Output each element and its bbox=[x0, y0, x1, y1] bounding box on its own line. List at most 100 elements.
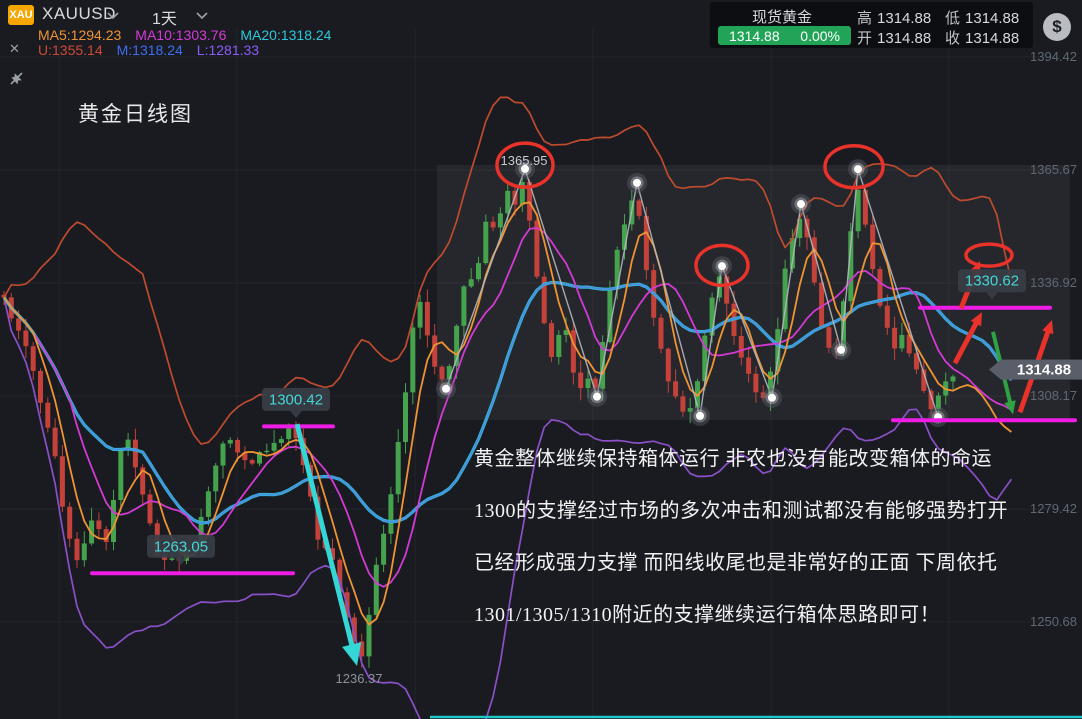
candle-body bbox=[862, 190, 868, 225]
candle-body bbox=[249, 460, 255, 464]
candle-body bbox=[921, 369, 927, 391]
commentary-line: 黄金整体继续保持箱体运行 非农也没有能改变箱体的命运 bbox=[474, 448, 992, 470]
candle-body bbox=[833, 347, 839, 349]
candle-body bbox=[278, 439, 284, 443]
candles bbox=[1, 174, 956, 668]
close-value: 1314.88 bbox=[965, 30, 1020, 47]
price-callout-text: 1300.42 bbox=[269, 391, 323, 408]
candle-body bbox=[935, 395, 941, 410]
price-callout-box bbox=[147, 534, 215, 558]
highlight-circle bbox=[964, 242, 1014, 268]
candle-body bbox=[417, 301, 423, 328]
candle-body bbox=[52, 427, 58, 457]
candle-body bbox=[950, 376, 956, 382]
candle-body bbox=[132, 439, 138, 468]
quote-panel: 现货黄金 1314.88 0.00% 高 1314.88 开 1314.88 低 13… bbox=[710, 2, 1033, 48]
ma10-value: MA10:1303.76 bbox=[135, 27, 227, 43]
candle-body bbox=[59, 456, 65, 507]
axis-label: 1336.92 bbox=[1030, 275, 1077, 290]
price-callout-pointer bbox=[175, 557, 187, 565]
ma10-line bbox=[3, 227, 1012, 588]
candle-body bbox=[359, 641, 365, 657]
instrument-name: 现货黄金 bbox=[752, 9, 813, 26]
price-callout-text: 1263.05 bbox=[154, 538, 208, 555]
price-callout-box bbox=[958, 269, 1026, 293]
candle-body bbox=[768, 371, 773, 399]
candle-body bbox=[519, 182, 525, 205]
candle-body bbox=[870, 224, 876, 270]
candle-body bbox=[23, 330, 29, 347]
open-value: 1314.88 bbox=[877, 30, 932, 47]
candle-body bbox=[461, 286, 467, 326]
zigzag-dot bbox=[593, 392, 601, 401]
axis-label: 1250.68 bbox=[1030, 614, 1077, 629]
candle-body bbox=[476, 263, 481, 280]
dollar-icon[interactable]: $ bbox=[1043, 13, 1071, 41]
candle-body bbox=[424, 301, 430, 336]
zigzag-dot bbox=[797, 200, 805, 209]
boll-lower-line bbox=[3, 297, 1013, 719]
candle-body bbox=[753, 373, 759, 393]
ma-legend: MA5:1294.23 MA10:1303.76 MA20:1318.24 bbox=[38, 27, 345, 43]
close-indicator-icon[interactable]: ✕ bbox=[9, 41, 20, 56]
highlight-circle bbox=[495, 141, 555, 189]
symbol-selector[interactable]: XAUUSD bbox=[42, 4, 116, 23]
candle-body bbox=[446, 366, 452, 380]
low-value: 1314.88 bbox=[965, 10, 1020, 27]
candle-body bbox=[118, 449, 124, 500]
candle-body bbox=[892, 327, 898, 349]
candle-body bbox=[549, 323, 554, 358]
interval-selector[interactable]: 1天 bbox=[152, 11, 177, 28]
trend-arrow bbox=[294, 423, 357, 654]
candle-body bbox=[687, 408, 693, 412]
candle-body bbox=[738, 336, 744, 358]
candle-body bbox=[614, 249, 620, 290]
candle-body bbox=[789, 238, 795, 269]
axis-label: 1308.17 bbox=[1030, 388, 1077, 403]
candle-body bbox=[928, 390, 934, 410]
candle-body bbox=[381, 533, 387, 565]
commentary-line: 1301/1305/1310附近的支撑继续运行箱体思路即可！ bbox=[474, 604, 941, 626]
candle-body bbox=[220, 443, 226, 466]
candle-body bbox=[665, 348, 671, 382]
candle-body bbox=[140, 467, 146, 495]
candle-body bbox=[242, 452, 248, 461]
trend-arrow-head bbox=[1042, 319, 1054, 335]
price-callout-text: 1330.62 bbox=[965, 273, 1019, 290]
candle-body bbox=[286, 428, 292, 440]
zigzag-dot bbox=[696, 411, 704, 420]
candle-body bbox=[16, 318, 22, 331]
chevron-down-icon[interactable] bbox=[196, 12, 208, 20]
current-price-text: 1314.88 bbox=[1017, 362, 1071, 379]
candle-body bbox=[395, 442, 401, 495]
candle-body bbox=[490, 221, 496, 228]
candle-body bbox=[811, 237, 817, 283]
candle-body bbox=[782, 268, 788, 330]
candle-body bbox=[607, 289, 613, 343]
trend-arrow-head bbox=[342, 642, 362, 666]
candle-body bbox=[257, 452, 262, 464]
candle-body bbox=[213, 465, 219, 492]
candle-body bbox=[534, 220, 540, 277]
collapse-icon[interactable] bbox=[8, 71, 26, 89]
chevron-down-icon[interactable] bbox=[107, 12, 119, 20]
highlight-circle bbox=[823, 143, 885, 190]
highlight-circle bbox=[694, 243, 750, 288]
zigzag-dot bbox=[854, 165, 862, 174]
candle-body bbox=[826, 327, 832, 348]
candle-body bbox=[432, 335, 438, 367]
boll-legend: U:1355.14 M:1318.24 L:1281.33 bbox=[38, 42, 273, 58]
candle-body bbox=[877, 269, 883, 306]
candle-body bbox=[227, 439, 233, 444]
trend-arrow bbox=[952, 317, 981, 365]
candle-body bbox=[74, 538, 80, 561]
candle-body bbox=[527, 182, 533, 221]
candle-body bbox=[30, 346, 36, 371]
current-price-tag-pointer bbox=[989, 359, 1001, 380]
candle-body bbox=[673, 381, 679, 397]
candle-body bbox=[264, 450, 270, 453]
price-callout-pointer bbox=[986, 292, 998, 300]
candle-body bbox=[38, 370, 43, 403]
candle-body bbox=[563, 330, 569, 335]
